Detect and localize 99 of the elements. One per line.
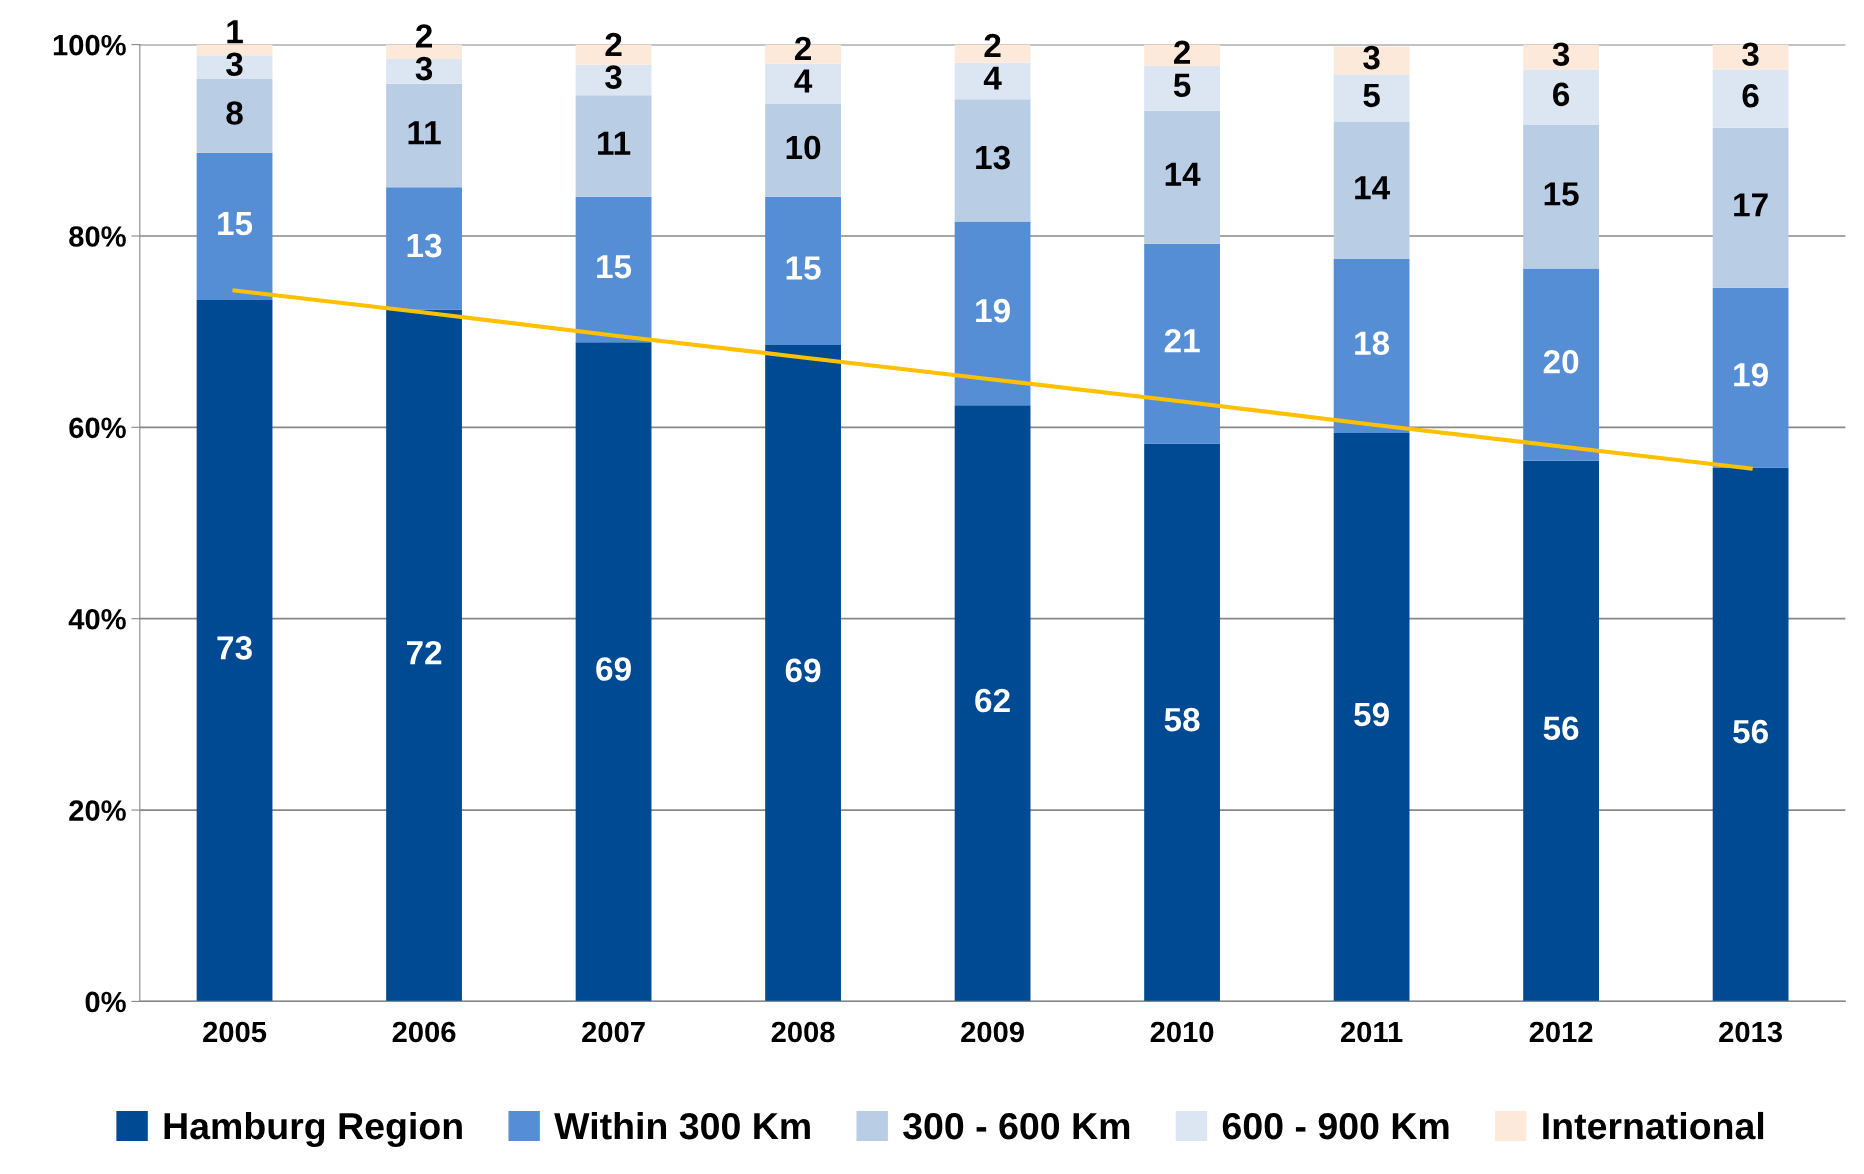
y-tick-label: 100%	[53, 34, 126, 56]
data-label: 3	[1552, 42, 1570, 67]
data-label: 73	[217, 636, 252, 660]
data-label: 6	[1742, 84, 1759, 108]
bar	[1712, 467, 1789, 1002]
bar	[1144, 243, 1220, 444]
bar	[765, 103, 841, 197]
data-label: 4	[983, 66, 1002, 90]
bar	[954, 405, 1031, 1002]
bar	[1523, 460, 1599, 1002]
data-label: 10	[786, 135, 821, 160]
legend-label: 300 - 600 Km	[903, 1112, 1130, 1140]
bar	[954, 62, 1031, 100]
bar	[1523, 268, 1599, 461]
bar	[1712, 287, 1789, 468]
y-tick-label: 80%	[69, 226, 126, 247]
bar	[386, 187, 462, 310]
data-label: 17	[1734, 193, 1768, 217]
data-label: 15	[218, 212, 253, 236]
data-label: 72	[406, 640, 442, 665]
data-label: 58	[1164, 707, 1200, 732]
bar	[1523, 124, 1599, 269]
data-label: 3	[226, 52, 243, 77]
data-label: 15	[786, 256, 821, 280]
data-label: 4	[794, 69, 813, 93]
x-tick-label: 2012	[1529, 1021, 1593, 1043]
bar	[1333, 122, 1410, 259]
bar	[1712, 69, 1789, 128]
bar	[765, 196, 841, 346]
bar	[575, 95, 652, 197]
data-label: 5	[1363, 83, 1380, 108]
y-tick-label: 0%	[85, 991, 126, 1013]
data-label: 59	[1354, 702, 1389, 727]
data-label: 2	[415, 24, 432, 48]
bar	[1144, 110, 1220, 244]
data-label: 8	[226, 101, 243, 125]
bar	[1333, 433, 1410, 1002]
data-label: 56	[1543, 716, 1579, 741]
bar	[765, 63, 841, 104]
x-tick-label: 2010	[1150, 1021, 1214, 1043]
x-tick-label: 2007	[582, 1021, 645, 1043]
data-label: 2	[984, 33, 1001, 58]
data-label: 21	[1164, 328, 1200, 353]
data-label: 1	[227, 20, 243, 44]
bar	[765, 345, 841, 1002]
data-label: 5	[1173, 73, 1191, 98]
data-label: 3	[1742, 42, 1759, 67]
bar	[386, 309, 462, 1002]
data-label: 2	[1173, 40, 1191, 64]
bar	[1144, 443, 1220, 1002]
bar	[1712, 127, 1789, 288]
bar	[196, 79, 273, 153]
bar	[386, 83, 462, 188]
bar	[954, 99, 1031, 222]
legend-label: 600 - 900 Km	[1222, 1112, 1449, 1140]
bar	[954, 221, 1031, 406]
y-tick-label: 60%	[69, 417, 126, 439]
data-label: 69	[596, 657, 631, 681]
x-tick-label: 2009	[961, 1021, 1024, 1043]
bar	[575, 342, 652, 1002]
data-label: 20	[1543, 350, 1579, 374]
data-label: 2	[794, 36, 812, 60]
bar	[1523, 69, 1599, 125]
bar	[196, 300, 273, 1002]
bar	[196, 152, 273, 301]
bar	[1333, 258, 1410, 434]
data-label: 18	[1355, 331, 1390, 355]
x-tick-label: 2013	[1719, 1021, 1782, 1043]
data-label: 3	[605, 65, 622, 90]
data-label: 15	[1544, 182, 1579, 206]
data-label: 15	[597, 255, 632, 279]
data-label: 13	[976, 145, 1010, 170]
data-label: 3	[415, 56, 433, 81]
data-label: 14	[1165, 162, 1201, 186]
x-tick-label: 2006	[392, 1021, 456, 1043]
y-tick-label: 40%	[68, 608, 126, 630]
data-label: 11	[408, 121, 441, 145]
data-label: 19	[1734, 362, 1768, 387]
data-label: 56	[1733, 719, 1768, 744]
data-label: 3	[1363, 45, 1380, 70]
x-tick-label: 2005	[203, 1021, 267, 1043]
data-label: 11	[598, 131, 631, 155]
legend-label: International	[1543, 1111, 1764, 1140]
x-tick-label: 2008	[771, 1021, 835, 1043]
bar	[575, 196, 652, 343]
legend-label: Within 300 Km	[554, 1111, 810, 1140]
y-tick-label: 20%	[69, 800, 126, 821]
data-label: 19	[976, 298, 1010, 323]
bar	[1333, 74, 1410, 123]
data-label: 6	[1553, 82, 1570, 107]
bar	[386, 58, 462, 84]
data-label: 14	[1355, 176, 1390, 200]
data-label: 13	[407, 233, 442, 258]
data-label: 2	[605, 32, 622, 57]
legend-label: Hamburg Region	[164, 1111, 462, 1148]
x-tick-label: 2011	[1340, 1021, 1403, 1043]
bar	[1144, 65, 1220, 111]
data-label: 62	[975, 688, 1010, 713]
data-label: 69	[785, 658, 821, 683]
